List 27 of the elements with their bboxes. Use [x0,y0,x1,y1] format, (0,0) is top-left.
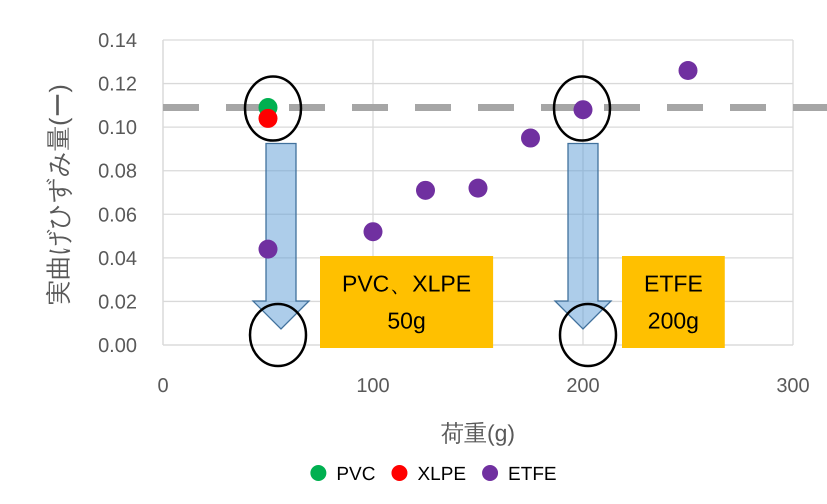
y-tick-label: 0.14 [98,30,137,52]
y-tick-label: 0.08 [98,160,137,183]
point [258,240,278,259]
x-tick-label: 300 [776,375,810,397]
legend-label: ETFE [508,464,557,485]
y-tick-label: 0.04 [98,248,137,270]
y-tick-label: 0.06 [98,204,137,226]
point [678,61,698,80]
note: ETFE 200g [622,256,725,348]
x-axis-title: 荷重(g) [440,420,516,446]
y-tick-label: 0.00 [98,335,137,357]
point [521,128,540,148]
y-tick-label: 0.12 [98,74,137,96]
x-tick-label: 0 [157,375,169,397]
annotation: ETFE 200g [644,270,703,334]
legend-label: PVC [336,464,376,485]
note: PVC、XLPE 50g [320,256,494,348]
annotation: PVC、XLPE 50g [342,270,472,334]
point [416,180,435,200]
legend-label: XLPE [417,464,466,485]
y-tick-label: 0.10 [98,117,137,140]
point [364,222,382,242]
y-axis-title: 実曲げひずみ量(ー) [45,84,73,305]
y-tick-label: 0.02 [98,291,137,314]
x-tick-label: 200 [566,375,600,397]
point [468,178,488,198]
x-tick-label: 100 [356,375,390,397]
